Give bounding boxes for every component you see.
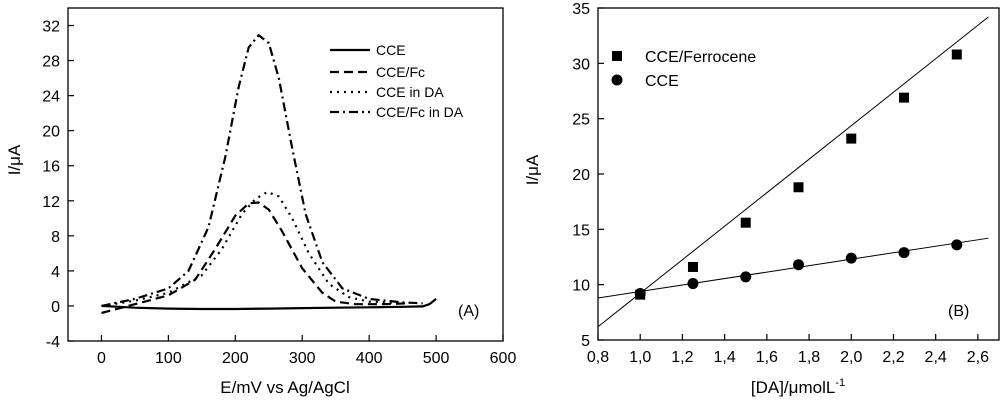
x-tick-label: 200 — [222, 350, 249, 367]
panel-a-y-label-prefix: I/ — [5, 166, 24, 176]
x-tick-label: 1,2 — [671, 349, 693, 366]
y-tick-label: 24 — [42, 89, 60, 106]
data-point-circle — [793, 259, 804, 271]
series-line-cce — [101, 298, 437, 311]
panel-a-frame — [67, 7, 504, 342]
y-tick-label: 12 — [42, 194, 60, 211]
panel-b-x-label-unit: molL — [798, 378, 835, 397]
x-tick-label: 600 — [490, 350, 517, 367]
x-tick-label: 1,8 — [798, 349, 820, 366]
x-tick-label: 400 — [356, 350, 383, 367]
panel-b-legend: CCE/Ferrocene CCE — [611, 49, 756, 90]
data-point-circle — [687, 278, 699, 290]
panel-a-series — [101, 34, 437, 315]
panel-a-y-ticks: -4 0 4 8 12 16 20 24 28 32 — [42, 19, 74, 351]
x-tick-label: 0,8 — [587, 349, 609, 366]
panel-b-label: (B) — [948, 303, 969, 320]
series-line-cce-fc-in-da — [101, 34, 423, 307]
x-tick-label: 300 — [289, 350, 316, 367]
fit-line-cce — [597, 237, 989, 299]
panel-a-x-ticks: 0 100 200 300 400 500 600 — [97, 335, 516, 367]
y-tick-label: 4 — [51, 264, 60, 281]
panel-b-y-axis-label: I/μA — [523, 154, 542, 185]
y-tick-label: 20 — [572, 167, 590, 184]
x-tick-label: 1,4 — [714, 349, 736, 366]
legend-label-cce-fc: CCE/Fc — [376, 64, 425, 80]
panel-a-legend: CCE CCE/Fc CCE in DA CCE/Fc in DA — [330, 42, 464, 120]
legend-label-ferrocene: CCE/Ferrocene — [645, 49, 756, 66]
panel-a-x-axis-label: E/mV vs Ag/AgCl — [220, 378, 349, 397]
legend-label-cce-fc-da: CCE/Fc in DA — [376, 104, 464, 120]
x-tick-label: 500 — [423, 350, 450, 367]
legend-marker-circle — [611, 74, 623, 86]
panel-b-x-axis-label: [DA]/μmolL-1 — [751, 377, 845, 397]
x-tick-label: 2,0 — [840, 349, 862, 366]
data-point-circle — [634, 288, 646, 300]
data-point-circle — [845, 252, 857, 264]
series-line-cce-in-da — [101, 190, 403, 307]
x-tick-label: 2,4 — [925, 349, 947, 366]
data-point-square — [846, 133, 857, 144]
legend-label-cce-b: CCE — [645, 73, 679, 90]
y-tick-label: 0 — [51, 299, 60, 316]
y-tick-label: 30 — [572, 56, 590, 73]
fit-line-cce-ferrocene — [597, 16, 989, 328]
panel-b-x-label-prefix: [DA]/ — [751, 378, 789, 397]
panel-b-y-ticks: 5 10 15 20 25 30 35 — [572, 1, 604, 350]
x-tick-label: 0 — [97, 350, 106, 367]
panel-a-y-label-mu: μ — [5, 156, 24, 166]
x-tick-label: 100 — [155, 350, 182, 367]
legend-marker-square — [612, 51, 622, 61]
panel-b-series — [597, 16, 989, 328]
data-point-circle — [951, 239, 963, 251]
y-tick-label: 15 — [572, 222, 590, 239]
panel-b-y-label-suffix: A — [523, 154, 542, 166]
y-tick-label: 10 — [572, 278, 590, 295]
panel-b-y-label-prefix: I/ — [523, 176, 542, 186]
y-tick-label: 5 — [581, 333, 590, 350]
series-line-cce-fc — [101, 201, 410, 315]
data-point-circle — [898, 247, 910, 259]
panel-b-x-ticks: 0,8 1,0 1,2 1,4 1,6 1,8 2,0 2,2 2,4 2,6 — [587, 334, 989, 366]
y-tick-label: -4 — [46, 334, 60, 351]
y-tick-label: 32 — [42, 19, 60, 36]
y-tick-label: 20 — [42, 124, 60, 141]
x-tick-label: 2,2 — [882, 349, 904, 366]
data-point-square — [951, 49, 962, 60]
panel-b-y-label-mu: μ — [523, 166, 542, 176]
x-tick-label: 1,6 — [756, 349, 778, 366]
panel-b-x-label-mu: μ — [789, 378, 799, 397]
y-tick-label: 28 — [42, 54, 60, 71]
y-tick-label: 25 — [572, 112, 590, 129]
legend-label-cce: CCE — [376, 42, 406, 58]
y-tick-label: 16 — [42, 159, 60, 176]
data-point-square — [793, 182, 804, 193]
panel-b-x-label-exp: -1 — [835, 377, 845, 389]
x-tick-label: 2,6 — [967, 349, 989, 366]
data-point-square — [740, 217, 751, 228]
data-point-circle — [740, 271, 752, 283]
y-tick-label: 8 — [51, 229, 60, 246]
panel-a-label: (A) — [458, 303, 479, 320]
x-tick-label: 1,0 — [629, 349, 651, 366]
y-tick-label: 35 — [572, 1, 590, 18]
panel-b: 0,8 1,0 1,2 1,4 1,6 1,8 2,0 2,2 2,4 2,6 5 10 15 20 25… — [523, 1, 1000, 397]
panel-a-y-label-suffix: A — [5, 144, 24, 156]
panel-a: 0 100 200 300 400 500 600 -4 0 4 8 12 16 20 24 28 32 CC… — [5, 7, 516, 397]
panel-a-y-axis-label: I/μA — [5, 144, 24, 175]
data-point-square — [687, 261, 698, 272]
legend-label-cce-da: CCE in DA — [376, 84, 444, 100]
data-point-square — [899, 92, 910, 103]
